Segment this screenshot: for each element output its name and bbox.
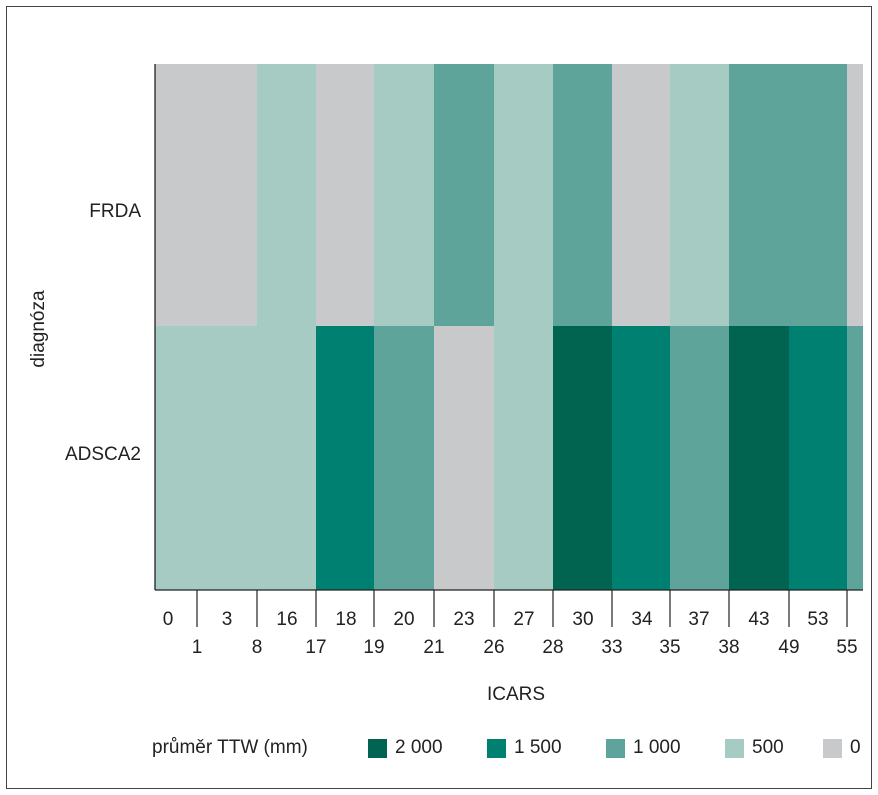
x-axis-title: ICARS	[487, 684, 545, 705]
x-tick-label-upper-2: 16	[276, 609, 297, 630]
heatmap-cell-frda-10	[847, 64, 863, 326]
x-tick-label-upper-7: 30	[572, 609, 593, 630]
heatmap-cell-adsca2-1	[316, 326, 374, 590]
x-tick-label-lower-1: 8	[252, 637, 263, 658]
legend-label-500: 500	[752, 737, 784, 758]
x-tick-label-lower-0: 1	[192, 637, 203, 658]
heatmap-cell-adsca2-3	[434, 326, 494, 590]
x-tick-label-lower-2: 17	[305, 637, 326, 658]
heatmap-cell-adsca2-8	[729, 326, 789, 590]
x-tick-label-upper-3: 18	[335, 609, 356, 630]
heatmap-cell-frda-3	[374, 64, 434, 326]
legend-label-1000: 1 000	[633, 737, 681, 758]
legend-title: průměr TTW (mm)	[152, 737, 308, 758]
heatmap-cells	[155, 64, 863, 590]
heatmap-cell-adsca2-0	[155, 326, 316, 590]
legend-label-1500: 1 500	[514, 737, 562, 758]
heatmap-cell-adsca2-2	[374, 326, 434, 590]
x-tick-label-upper-4: 20	[393, 609, 414, 630]
x-tick-label-lower-6: 28	[542, 637, 563, 658]
legend-swatch-1000	[606, 738, 625, 758]
heatmap-cell-frda-6	[553, 64, 612, 326]
legend-swatch-1500	[487, 738, 506, 758]
legend-item-2000: 2 000	[368, 735, 443, 761]
x-tick-label-upper-5: 23	[453, 609, 474, 630]
legend-swatch-2000	[368, 738, 387, 758]
heatmap-cell-frda-0	[155, 64, 257, 326]
heatmap-cell-frda-2	[316, 64, 374, 326]
legend-item-1000: 1 000	[606, 735, 681, 761]
heatmap-cell-adsca2-7	[670, 326, 729, 590]
heatmap-cell-adsca2-9	[789, 326, 847, 590]
heatmap-cell-adsca2-5	[553, 326, 612, 590]
heatmap-cell-adsca2-4	[494, 326, 553, 590]
heatmap-cell-frda-1	[257, 64, 316, 326]
heatmap-cell-frda-9	[729, 64, 847, 326]
x-tick-label-upper-11: 53	[807, 609, 828, 630]
axes	[154, 64, 863, 591]
heatmap-cell-frda-8	[670, 64, 729, 326]
x-tick-label-lower-7: 33	[601, 637, 622, 658]
legend-label-0: 0	[850, 737, 861, 758]
x-tick-label-lower-9: 38	[718, 637, 739, 658]
heatmap-cell-adsca2-10	[847, 326, 863, 590]
x-tick-label-upper-9: 37	[688, 609, 709, 630]
y-tick-label-adsca2: ADSCA2	[65, 444, 141, 465]
x-tick-label-lower-10: 49	[778, 637, 799, 658]
legend-swatch-500	[725, 738, 744, 758]
legend-item-1500: 1 500	[487, 735, 562, 761]
x-tick-label-lower-3: 19	[363, 637, 384, 658]
legend-item-500: 500	[725, 735, 784, 761]
y-tick-label-frda: FRDA	[89, 201, 141, 222]
x-tick-label-upper-0: 0	[163, 609, 174, 630]
legend-label-2000: 2 000	[395, 737, 443, 758]
x-ticks	[196, 590, 848, 627]
x-tick-label-upper-8: 34	[631, 609, 653, 630]
x-tick-label-lower-4: 21	[423, 637, 444, 658]
x-tick-label-upper-6: 27	[513, 609, 534, 630]
legend: průměr TTW (mm) 2 000 1 500 1 000 500 0	[0, 735, 878, 761]
x-tick-label-lower-5: 26	[483, 637, 504, 658]
x-tick-label-upper-10: 43	[748, 609, 769, 630]
x-tick-label-lower-11: 55	[836, 637, 857, 658]
heatmap-cell-frda-7	[612, 64, 670, 326]
legend-swatch-0	[823, 738, 842, 758]
x-tick-label-lower-8: 35	[659, 637, 680, 658]
heatmap-cell-frda-5	[494, 64, 553, 326]
heatmap-cell-adsca2-6	[612, 326, 670, 590]
heatmap-cell-frda-4	[434, 64, 494, 326]
y-axis-title: diagnóza	[28, 290, 49, 368]
x-tick-label-upper-1: 3	[222, 609, 233, 630]
legend-item-0: 0	[823, 735, 861, 761]
